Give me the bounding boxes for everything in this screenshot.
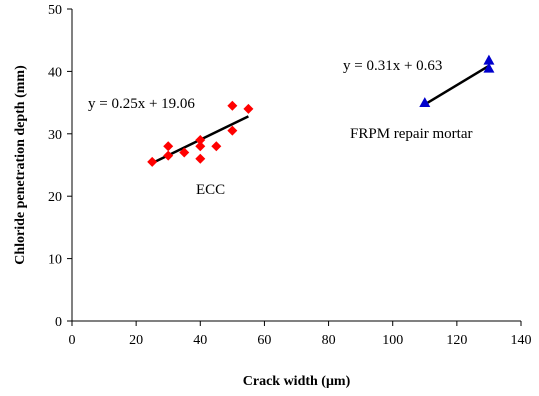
ecc-equation: y = 0.25x + 19.06 (88, 96, 195, 112)
data-point-diamond (227, 125, 238, 136)
data-point-diamond (163, 141, 174, 152)
x-tick-label: 100 (382, 333, 403, 348)
x-tick-label: 80 (322, 333, 336, 348)
y-tick-label: 0 (55, 315, 62, 330)
x-axis-ticks: 0 20 40 60 80 100 120 140 (69, 321, 532, 348)
x-tick-label: 140 (511, 333, 532, 348)
y-axis-title: Chloride penetration depth (mm) (13, 65, 28, 265)
x-tick-label: 40 (193, 333, 207, 348)
y-axis-ticks: 0 10 20 30 40 50 (48, 3, 72, 330)
x-tick-label: 20 (129, 333, 143, 348)
trendline-1 (424, 64, 490, 106)
y-tick-label: 30 (48, 128, 62, 143)
x-tick-label: 0 (69, 333, 76, 348)
data-point-diamond (195, 153, 206, 164)
x-tick-label: 120 (446, 333, 467, 348)
data-point-diamond (195, 135, 206, 146)
data-point-triangle (483, 62, 495, 73)
data-point-diamond (243, 103, 254, 114)
data-point-diamond (227, 100, 238, 111)
y-tick-label: 50 (48, 3, 62, 18)
data-point-diamond (211, 141, 222, 152)
frpm-label: FRPM repair mortar (350, 126, 472, 142)
data-point-triangle (483, 54, 495, 65)
data-points (147, 54, 495, 167)
data-point-triangle (419, 97, 431, 107)
data-point-diamond (179, 147, 190, 158)
data-point-diamond (147, 156, 158, 167)
ecc-label: ECC (196, 182, 225, 198)
y-tick-label: 10 (48, 253, 62, 268)
data-point-diamond (163, 150, 174, 161)
y-tick-label: 40 (48, 65, 62, 80)
plot-area: 0 20 40 60 80 100 120 140 0 10 20 30 40 50 y = 0.25x… (48, 3, 532, 348)
frpm-equation: y = 0.31x + 0.63 (343, 58, 442, 74)
y-tick-label: 20 (48, 190, 62, 205)
x-tick-label: 60 (257, 333, 271, 348)
data-point-diamond (195, 141, 206, 152)
annotations: y = 0.25x + 19.06 ECC y = 0.31x + 0.63 FRPM… (88, 58, 472, 198)
x-axis-title: Crack width (μm) (243, 374, 351, 389)
